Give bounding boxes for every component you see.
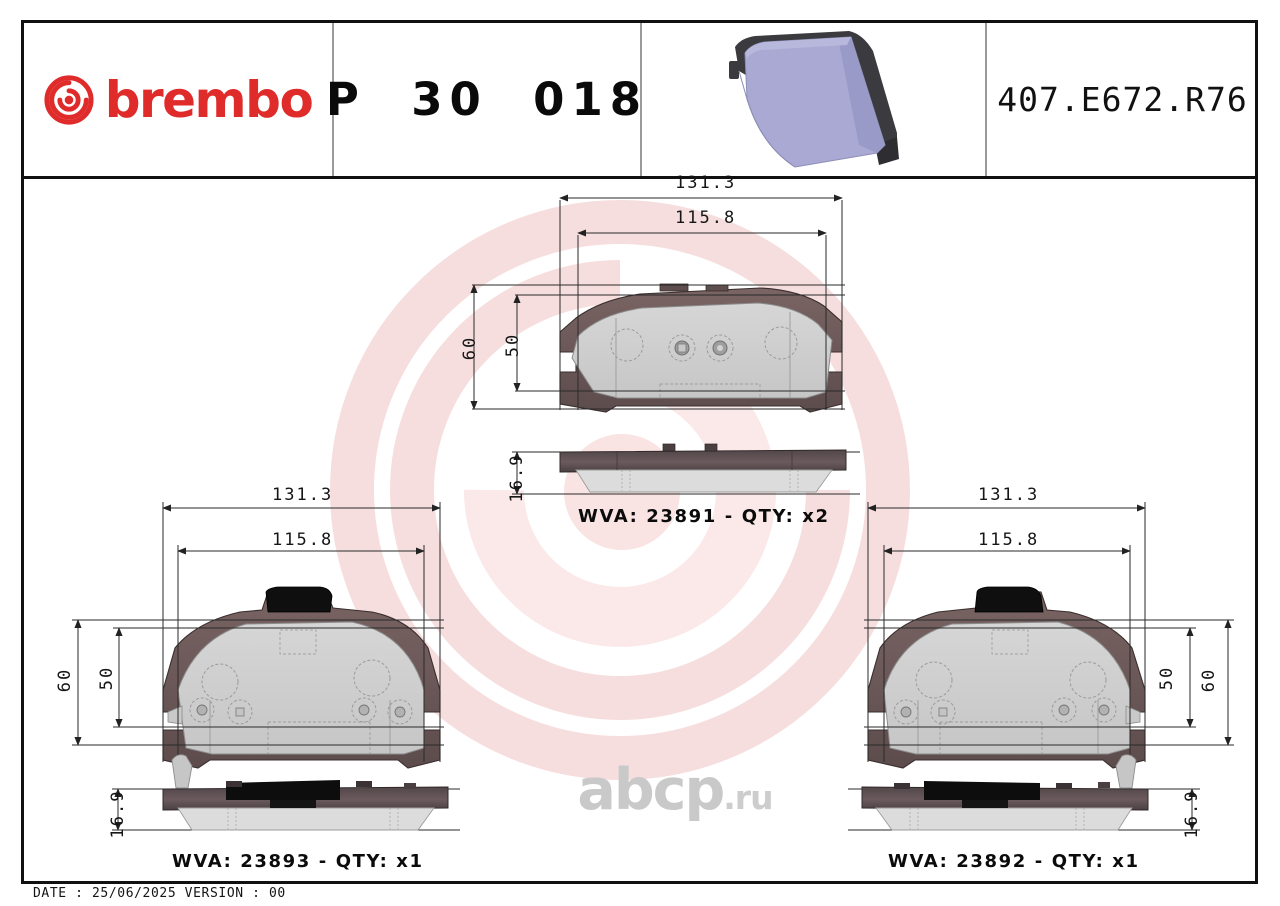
brand-cell: brembo [24, 23, 330, 176]
brembo-mark-icon [44, 74, 94, 125]
header-divider-2 [640, 23, 642, 176]
brembo-wordmark: brembo [104, 70, 314, 129]
part-number: 407.E672.R76 [997, 80, 1248, 119]
left-dim-overall-length: 131.3 [272, 485, 334, 505]
product-image-cell [644, 23, 983, 176]
drawing-frame [21, 20, 1258, 884]
brembo-logo: brembo [42, 70, 314, 129]
footer-date-version: DATE : 25/06/2025 VERSION : 00 [33, 886, 286, 901]
pad-code: P 30 018 [325, 73, 649, 126]
left-dim-backplate-length: 115.8 [272, 530, 334, 550]
header-divider-1 [332, 23, 334, 176]
left-wva-label: WVA: 23893 - QTY: x1 [172, 851, 424, 872]
right-dim-overall-length: 131.3 [978, 485, 1040, 505]
brake-pad-3d-render-icon [728, 30, 899, 168]
right-dim-backplate-length: 115.8 [978, 530, 1040, 550]
header-divider [21, 176, 1258, 179]
pad-code-cell: P 30 018 [326, 23, 641, 176]
part-number-cell: 407.E672.R76 [989, 23, 1256, 176]
right-wva-label: WVA: 23892 - QTY: x1 [888, 851, 1140, 872]
header-divider-3 [985, 23, 987, 176]
